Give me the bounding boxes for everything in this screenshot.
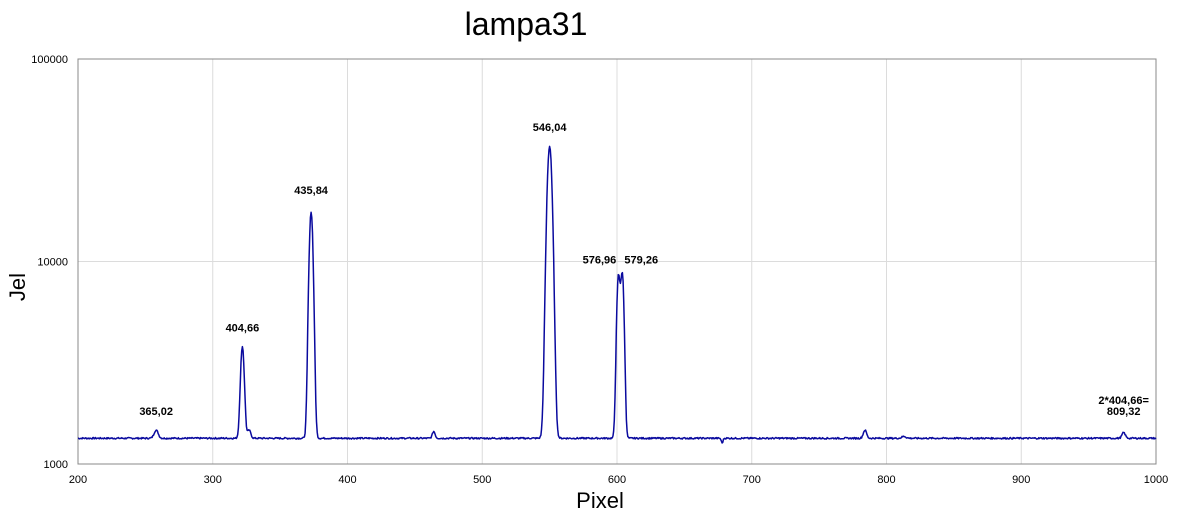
peak-label: 435,84	[294, 185, 329, 197]
peak-label: 546,04	[533, 122, 568, 134]
y-tick-label: 100000	[31, 54, 68, 66]
peak-label: 404,66	[226, 323, 260, 335]
x-tick-label: 400	[338, 474, 356, 486]
x-tick-label: 700	[743, 474, 761, 486]
x-tick-label: 200	[69, 474, 87, 486]
y-tick-label: 1000	[44, 459, 68, 471]
peak-annotations: 365,02 404,66 435,84 546,04 576,96 579,26 2*40…	[139, 122, 1149, 418]
gridlines	[78, 59, 1156, 464]
peak-label: 809,32	[1107, 406, 1141, 418]
tick-labels: 200 300 400 500 600 700 800 900 1000 1000 10000 100…	[31, 54, 1168, 486]
series-line	[77, 145, 1157, 444]
peak-label: 2*404,66=	[1098, 395, 1148, 407]
x-tick-label: 500	[473, 474, 491, 486]
y-axis-title: Jel	[5, 273, 30, 301]
peak-label: 576,96	[583, 254, 617, 266]
x-tick-label: 300	[204, 474, 222, 486]
x-tick-label: 1000	[1144, 474, 1168, 486]
x-tick-label: 600	[608, 474, 626, 486]
x-axis-title: Pixel	[576, 488, 624, 513]
x-tick-label: 800	[877, 474, 895, 486]
plot-border	[77, 58, 1157, 465]
y-tick-label: 10000	[37, 257, 68, 269]
peak-label: 365,02	[139, 406, 173, 418]
x-tick-label: 900	[1012, 474, 1030, 486]
chart-title: lampa31	[465, 6, 588, 42]
peak-label: 579,26	[624, 254, 658, 266]
